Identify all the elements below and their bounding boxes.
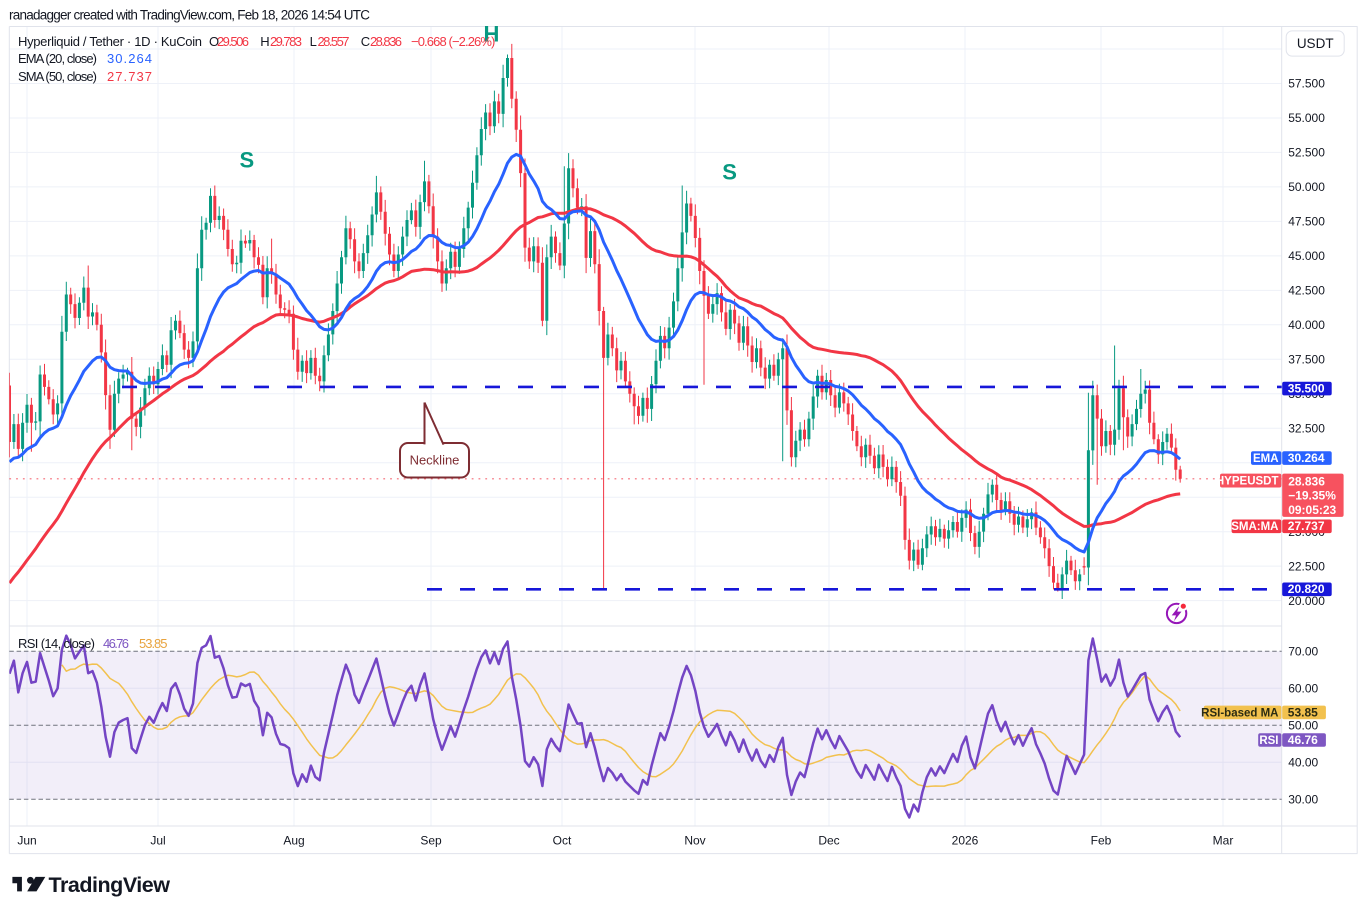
- svg-text:TradingView: TradingView: [49, 873, 171, 897]
- svg-text:−19.35%: −19.35%: [1288, 489, 1336, 503]
- svg-text:Neckline: Neckline: [410, 453, 460, 468]
- svg-text:EMA (20, close): EMA (20, close): [18, 51, 97, 66]
- svg-text:ranadagger created with Tradin: ranadagger created with TradingView.com,…: [9, 8, 370, 23]
- svg-text:40.00: 40.00: [1288, 755, 1318, 769]
- svg-text:H: H: [484, 22, 500, 47]
- svg-text:09:05:23: 09:05:23: [1288, 503, 1336, 517]
- svg-text:HYPEUSDT: HYPEUSDT: [1216, 475, 1279, 487]
- svg-text:30.264: 30.264: [1288, 451, 1325, 465]
- svg-text:40.000: 40.000: [1288, 318, 1325, 332]
- svg-text:70.00: 70.00: [1288, 644, 1318, 658]
- svg-text:EMA: EMA: [1253, 453, 1279, 465]
- svg-text:Jun: Jun: [17, 834, 36, 848]
- svg-text:27.737: 27.737: [107, 69, 152, 84]
- svg-text:53.85: 53.85: [139, 636, 168, 651]
- svg-text:SMA (50, close): SMA (50, close): [18, 69, 97, 84]
- svg-text:Sep: Sep: [420, 834, 442, 848]
- svg-text:Nov: Nov: [684, 834, 705, 848]
- svg-text:32.500: 32.500: [1288, 421, 1325, 435]
- svg-text:28.836: 28.836: [1288, 474, 1325, 488]
- svg-text:Aug: Aug: [283, 834, 304, 848]
- svg-text:27.737: 27.737: [1288, 519, 1325, 533]
- svg-text:Dec: Dec: [818, 834, 839, 848]
- svg-text:46.76: 46.76: [103, 636, 129, 651]
- svg-text:35.500: 35.500: [1288, 382, 1325, 396]
- svg-text:USDT: USDT: [1297, 36, 1334, 51]
- svg-text:46.76: 46.76: [1288, 733, 1318, 747]
- svg-text:20.820: 20.820: [1288, 582, 1325, 596]
- svg-text:RSI: RSI: [1259, 735, 1278, 747]
- svg-text:42.500: 42.500: [1288, 284, 1325, 298]
- svg-text:RSI-based MA: RSI-based MA: [1201, 707, 1278, 719]
- svg-text:Jul: Jul: [150, 834, 165, 848]
- svg-text:SMA:MA: SMA:MA: [1231, 521, 1278, 533]
- svg-text:37.500: 37.500: [1288, 353, 1325, 367]
- svg-text:S: S: [239, 148, 254, 173]
- svg-text:55.000: 55.000: [1288, 111, 1325, 125]
- svg-text:30.264: 30.264: [107, 51, 152, 66]
- svg-text:50.00: 50.00: [1288, 718, 1318, 732]
- svg-text:Oct: Oct: [553, 834, 572, 848]
- svg-text:53.85: 53.85: [1288, 705, 1318, 719]
- svg-text:Feb: Feb: [1091, 834, 1112, 848]
- svg-text:RSI (14, close): RSI (14, close): [18, 636, 95, 651]
- svg-text:47.500: 47.500: [1288, 215, 1325, 229]
- svg-text:Hyperliquid / Tether · 1D · Ku: Hyperliquid / Tether · 1D · KuCoin: [18, 34, 202, 49]
- svg-text:50.000: 50.000: [1288, 180, 1325, 194]
- svg-text:2026: 2026: [952, 834, 979, 848]
- svg-text:52.500: 52.500: [1288, 146, 1325, 160]
- svg-text:20.000: 20.000: [1288, 594, 1325, 608]
- svg-text:30.00: 30.00: [1288, 792, 1318, 806]
- svg-text:S: S: [722, 160, 737, 185]
- svg-text:57.500: 57.500: [1288, 77, 1325, 91]
- svg-text:Mar: Mar: [1213, 834, 1234, 848]
- svg-text:22.500: 22.500: [1288, 559, 1325, 573]
- svg-text:60.00: 60.00: [1288, 681, 1318, 695]
- svg-text:45.000: 45.000: [1288, 249, 1325, 263]
